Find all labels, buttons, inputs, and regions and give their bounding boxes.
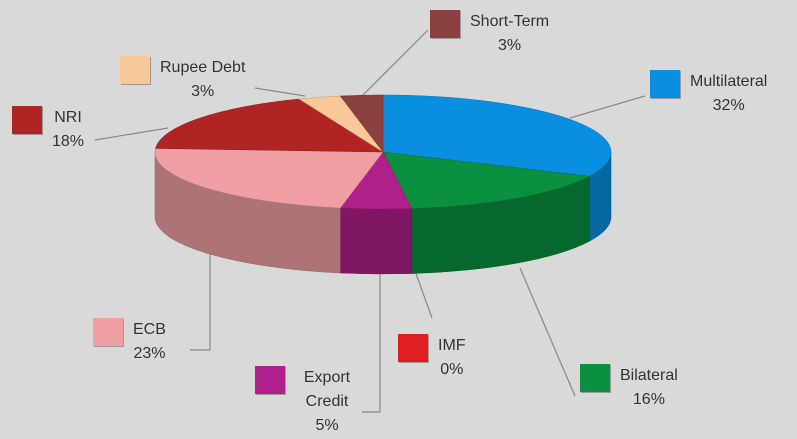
- category-name: Short-Term: [470, 13, 550, 30]
- legend-label: Short-Term 3%: [430, 10, 549, 58]
- label-text: Multilateral 32%: [690, 70, 767, 118]
- label-text: ECB 23%: [133, 318, 166, 366]
- slice: [382, 151, 591, 209]
- legend-swatch: [398, 334, 428, 362]
- legend-swatch: [12, 106, 42, 134]
- legend-swatch: [580, 364, 610, 392]
- category-name: Export Credit: [303, 369, 351, 410]
- slice-side: [340, 207, 412, 275]
- category-name: Multilateral: [690, 73, 768, 90]
- label-text: Short-Term 3%: [470, 10, 549, 58]
- slice-sides: [154, 151, 612, 275]
- legend-label: NRI 18%: [12, 106, 84, 154]
- value-label: 5%: [315, 417, 339, 434]
- category-name: NRI: [54, 109, 82, 126]
- slice: [382, 94, 612, 177]
- value-label: 0%: [440, 361, 464, 378]
- value-label: 23%: [133, 345, 166, 362]
- leaders: [94, 29, 646, 413]
- label-text: Bilateral 16%: [620, 364, 678, 412]
- value-label: 3%: [498, 37, 522, 54]
- leader-line: [361, 29, 429, 97]
- label-text: Rupee Debt 3%: [160, 56, 245, 104]
- legend-swatch: [120, 56, 150, 84]
- label-text: Export Credit 5%: [295, 366, 359, 438]
- leader-line: [254, 87, 306, 97]
- leader-line: [413, 267, 433, 319]
- category-name: ECB: [133, 321, 166, 338]
- slice: [155, 98, 384, 153]
- legend-label: ECB 23%: [93, 318, 166, 366]
- legend-swatch: [255, 366, 285, 394]
- legend-label: IMF 0%: [398, 334, 466, 382]
- leader-line: [519, 267, 576, 397]
- leader-line: [190, 250, 211, 351]
- category-name: IMF: [438, 337, 466, 354]
- leader-line: [569, 95, 646, 119]
- legend-label: Bilateral 16%: [580, 364, 678, 412]
- leader-line: [94, 127, 169, 141]
- category-name: Rupee Debt: [160, 59, 246, 76]
- legend-swatch: [430, 10, 460, 38]
- legend-label: Multilateral 32%: [650, 70, 767, 118]
- slice: [339, 94, 384, 153]
- value-label: 32%: [712, 97, 745, 114]
- leader-line: [362, 268, 381, 413]
- slice-tops: [154, 94, 612, 210]
- value-label: 18%: [52, 133, 85, 150]
- value-label: 16%: [632, 391, 665, 408]
- value-label: 3%: [191, 83, 215, 100]
- label-text: IMF 0%: [438, 334, 466, 382]
- category-name: Bilateral: [620, 367, 678, 384]
- legend-label: Export Credit 5%: [255, 366, 359, 438]
- legend-label: Rupee Debt 3%: [120, 56, 245, 104]
- legend-swatch: [650, 70, 680, 98]
- label-text: NRI 18%: [52, 106, 84, 154]
- slice: [154, 148, 384, 209]
- legend-swatch: [93, 318, 123, 346]
